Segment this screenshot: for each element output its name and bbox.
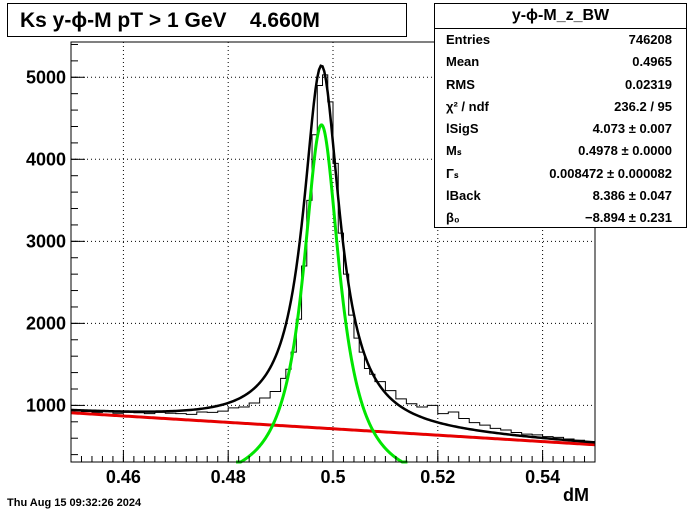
stats-title: y-ϕ-M_z_BW <box>435 4 686 29</box>
x-axis-title: dM <box>563 485 589 505</box>
stats-row-label: lSigS <box>446 121 479 137</box>
y-tick-label: 4000 <box>26 149 66 169</box>
stats-row: β₀ −8.894 ± 0.231 <box>435 207 686 229</box>
stats-row-value: 0.4965 <box>632 54 672 70</box>
tick-labels: 0.46 0.48 0.5 0.52 0.54 1000 2000 3000 4000 5000 <box>26 67 560 487</box>
stats-rows: Entries 746208 Mean 0.4965 RMS 0.02319 χ² / nd… <box>435 29 686 230</box>
stats-row: Mₛ 0.4978 ± 0.0000 <box>435 140 686 162</box>
y-tick-label: 5000 <box>26 67 66 87</box>
y-tick-label: 3000 <box>26 231 66 251</box>
timestamp: Thu Aug 15 09:32:26 2024 <box>7 497 142 509</box>
y-tick-label: 1000 <box>26 395 66 415</box>
stats-row-label: lBack <box>446 188 481 204</box>
stats-row-value: 8.386 ± 0.047 <box>592 188 672 204</box>
plot-title: Ks y-ϕ-M pT > 1 GeV 4.660M <box>7 3 407 37</box>
stats-row-label: Mₛ <box>446 143 462 159</box>
stats-row-label: Entries <box>446 32 491 47</box>
stats-row-value: 0.008472 ± 0.000082 <box>549 165 672 181</box>
fit-curves <box>70 64 596 464</box>
x-tick-label: 0.46 <box>106 467 141 487</box>
total-fit-curve <box>70 64 596 444</box>
background-fit-line <box>70 411 596 447</box>
stats-row-label: Γₛ <box>446 165 459 181</box>
stats-row-label: χ² / ndf <box>446 98 489 114</box>
stats-row: lSigS 4.073 ± 0.007 <box>435 118 686 140</box>
x-tick-label: 0.48 <box>211 467 246 487</box>
stats-row: χ² / ndf 236.2 / 95 <box>435 96 686 118</box>
stats-row: Entries 746208 <box>435 29 686 51</box>
stats-row-label: Mean <box>446 54 480 70</box>
stats-row: RMS 0.02319 <box>435 74 686 96</box>
stats-row-value: 236.2 / 95 <box>614 98 672 114</box>
stats-row-value: 0.4978 ± 0.0000 <box>578 143 672 159</box>
axis-ticks <box>70 43 596 462</box>
stats-row: lBack 8.386 ± 0.047 <box>435 185 686 207</box>
stats-row-label: β₀ <box>446 210 460 226</box>
stats-row-value: 4.073 ± 0.007 <box>592 121 672 137</box>
y-tick-label: 2000 <box>26 313 66 333</box>
signal-fit-curve <box>236 123 408 464</box>
stats-row: Γₛ 0.008472 ± 0.000082 <box>435 163 686 185</box>
stats-box: y-ϕ-M_z_BW Entries 746208 Mean 0.4965 RMS 0.0… <box>434 3 687 228</box>
x-tick-label: 0.5 <box>320 467 345 487</box>
stats-row-value: 746208 <box>628 32 672 47</box>
stats-row-label: RMS <box>446 76 475 92</box>
x-tick-label: 0.54 <box>525 467 560 487</box>
x-tick-label: 0.52 <box>420 467 455 487</box>
histogram-steps <box>71 74 595 442</box>
stats-row-value: −8.894 ± 0.231 <box>584 210 672 226</box>
stats-row: Mean 0.4965 <box>435 51 686 73</box>
stats-row-value: 0.02319 <box>625 76 672 92</box>
